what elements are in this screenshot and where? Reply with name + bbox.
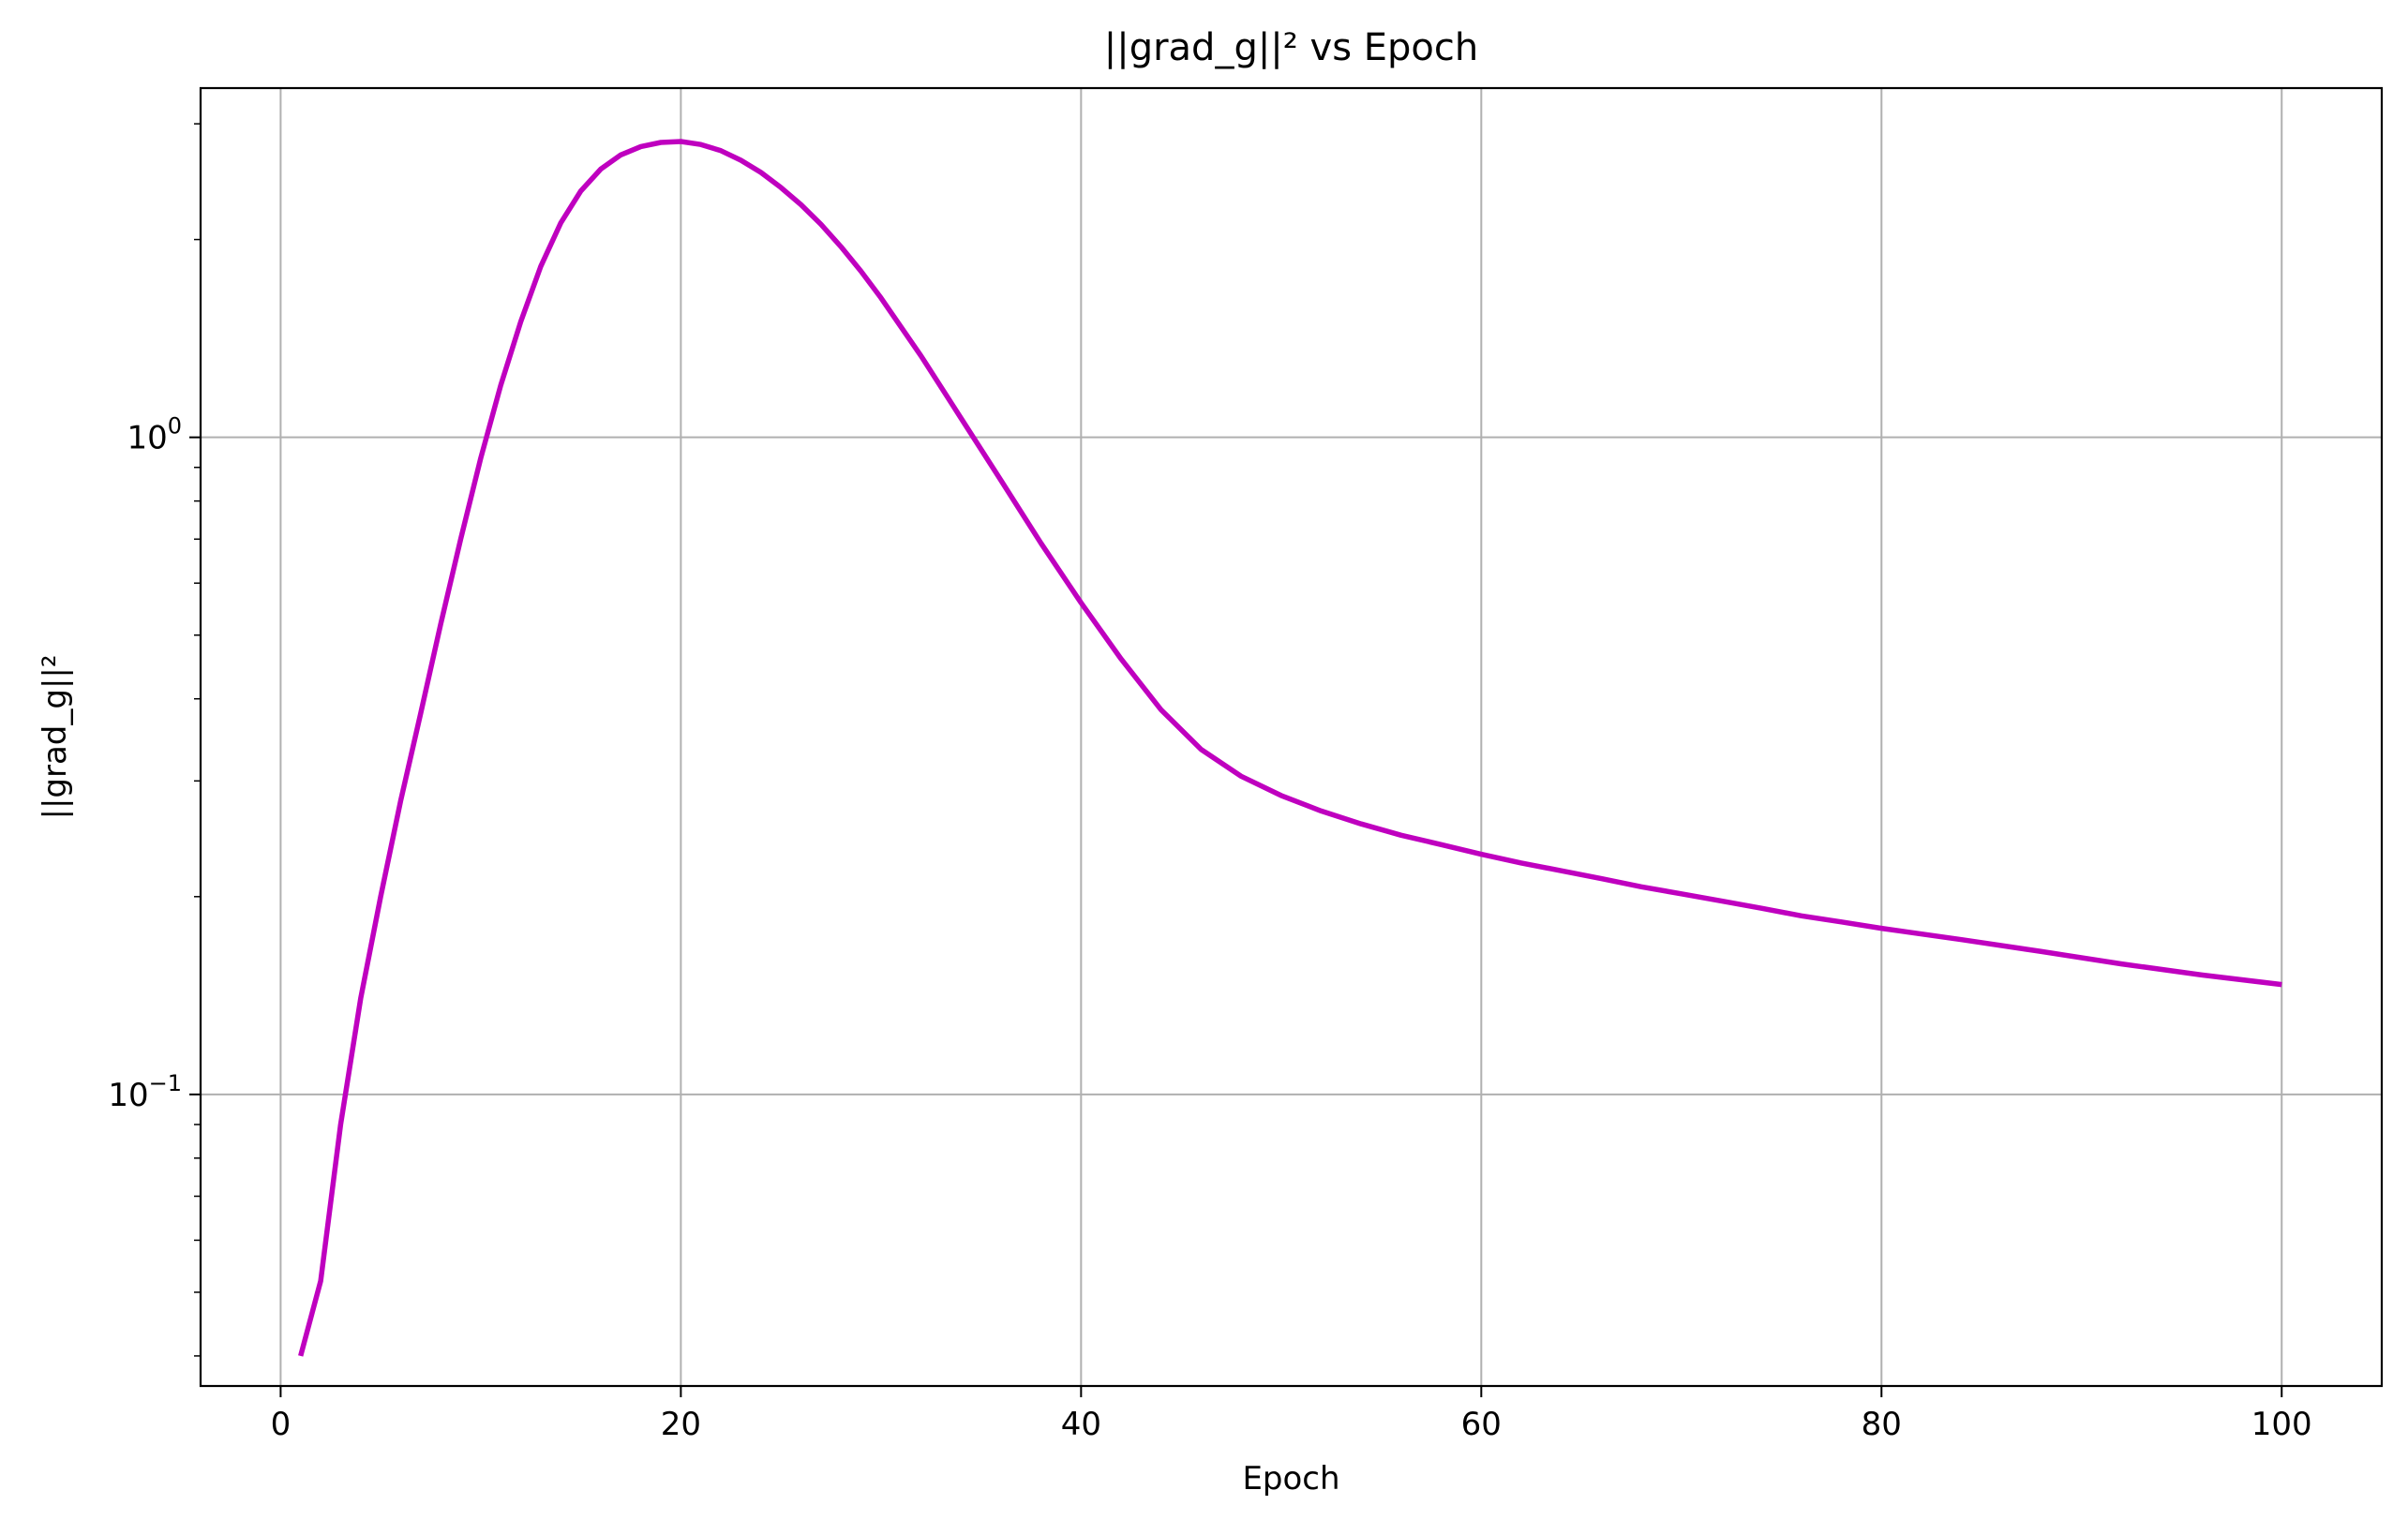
plot-area-frame	[199, 86, 2384, 1388]
chart-title: ||grad_g||² vs Epoch	[1104, 26, 1479, 69]
x-tick-label: 60	[1461, 1406, 1502, 1443]
series-layer	[298, 139, 2282, 1357]
y-axis-label: ||grad_g||²	[37, 654, 74, 819]
x-tick-label: 20	[661, 1406, 701, 1443]
axis-ticks: 0 20 40 60 80 100 10−1 100	[108, 123, 2312, 1443]
y-tick-label: 100	[127, 413, 182, 457]
x-axis-label: Epoch	[1242, 1460, 1339, 1498]
series-line	[298, 139, 2282, 1357]
grid	[201, 88, 2382, 1386]
x-tick-label: 0	[271, 1406, 292, 1443]
x-tick-label: 40	[1061, 1406, 1101, 1443]
y-tick-label: 10−1	[108, 1070, 182, 1114]
x-tick-label: 80	[1862, 1406, 1902, 1443]
x-tick-label: 100	[2251, 1406, 2312, 1443]
